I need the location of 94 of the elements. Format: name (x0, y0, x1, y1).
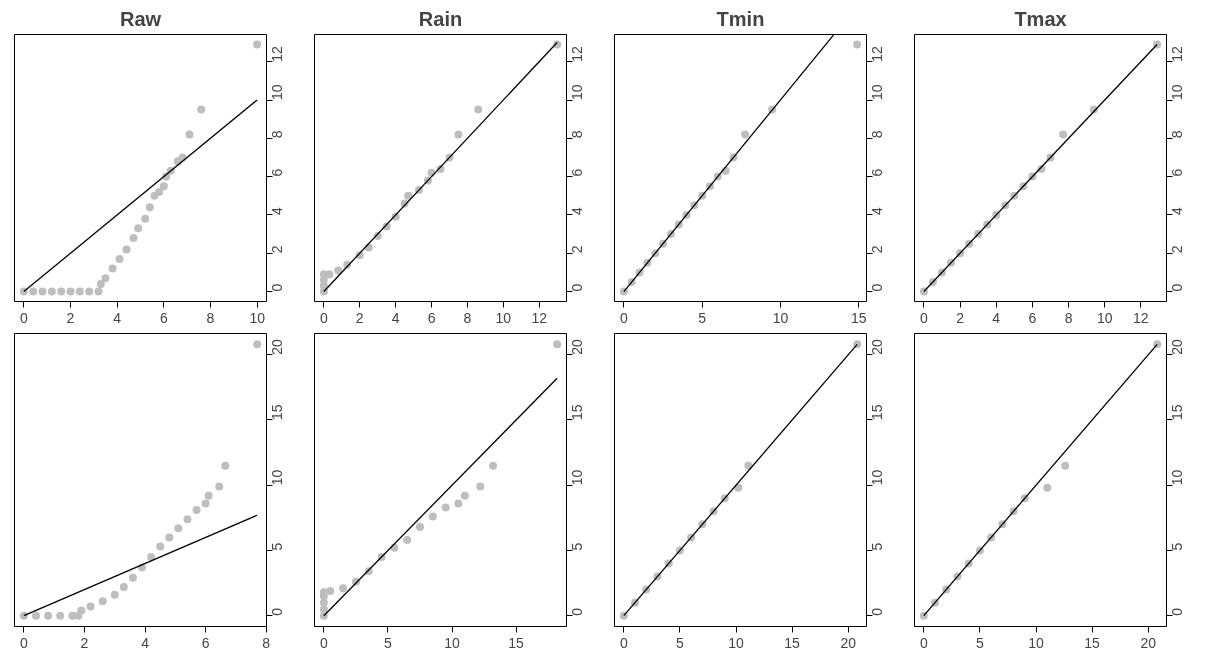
chart-title: Raw (119, 7, 162, 30)
x-tick-label: 0 (620, 309, 628, 326)
x-tick-label: 15 (784, 634, 801, 651)
y-tick-label: 10 (569, 84, 586, 101)
y-tick-label: 4 (869, 206, 886, 215)
chart-title: Tmax (1014, 7, 1067, 30)
y-tick-label: 8 (1169, 130, 1186, 139)
y-tick-label: 12 (1169, 45, 1186, 62)
x-tick-label: 4 (992, 309, 1001, 326)
y-tick-label: 20 (869, 338, 886, 355)
y-tick-label: 20 (569, 338, 586, 355)
x-tick-label: 20 (840, 634, 857, 651)
y-tick-label: 4 (269, 206, 286, 215)
y-tick-label: 10 (269, 469, 286, 486)
x-tick-label: 2 (66, 309, 75, 326)
x-tick-label: 12 (531, 309, 548, 326)
y-tick-label: 5 (269, 542, 286, 551)
y-tick-label: 15 (869, 404, 886, 420)
x-tick-label: 6 (427, 309, 436, 326)
y-tick-label: 12 (569, 45, 586, 62)
y-tick-label: 5 (569, 542, 586, 551)
y-tick-label: 10 (869, 84, 886, 101)
y-tick-label: 8 (269, 130, 286, 139)
y-tick-label: 20 (269, 338, 286, 355)
x-tick-label: 2 (355, 309, 364, 326)
y-tick-label: 10 (1169, 469, 1186, 486)
y-tick-label: 10 (1169, 84, 1186, 101)
x-tick-label: 0 (319, 634, 328, 651)
y-tick-label: 15 (1169, 404, 1186, 420)
y-tick-label: 8 (569, 130, 586, 139)
y-tick-label: 2 (569, 245, 586, 254)
x-tick-label: 2 (956, 309, 965, 326)
x-tick-label: 0 (919, 634, 928, 651)
y-tick-label: 12 (869, 45, 886, 62)
y-tick-label: 10 (569, 469, 586, 486)
x-tick-label: 20 (1140, 634, 1157, 651)
x-tick-label: 0 (19, 309, 28, 326)
x-tick-label: 15 (1084, 634, 1101, 651)
chart-title: Tmin (716, 7, 765, 30)
y-tick-label: 0 (569, 607, 586, 616)
y-tick-label: 6 (269, 168, 286, 177)
x-tick-label: 12 (1133, 309, 1149, 326)
x-tick-label: 6 (201, 634, 210, 651)
x-tick-label: 10 (495, 309, 512, 326)
y-tick-label: 0 (1169, 283, 1186, 292)
x-tick-label: 15 (850, 309, 867, 326)
y-tick-label: 4 (569, 206, 586, 215)
y-tick-label: 15 (269, 404, 286, 420)
x-tick-label: 6 (1028, 309, 1037, 326)
x-tick-label: 10 (249, 309, 266, 326)
x-tick-label: 5 (698, 309, 707, 326)
y-tick-label: 8 (869, 130, 886, 139)
x-tick-label: 0 (20, 634, 28, 651)
x-tick-label: 4 (113, 309, 122, 326)
x-tick-label: 0 (920, 309, 929, 326)
x-tick-label: 0 (619, 634, 628, 651)
y-tick-label: 2 (1169, 245, 1186, 254)
x-tick-label: 0 (319, 309, 328, 326)
x-tick-label: 5 (676, 634, 685, 651)
y-tick-label: 10 (269, 84, 286, 101)
y-tick-label: 2 (869, 245, 886, 254)
y-tick-label: 10 (869, 469, 886, 486)
y-tick-label: 0 (869, 607, 886, 616)
x-tick-label: 4 (391, 309, 400, 326)
y-tick-label: 6 (569, 168, 586, 177)
x-tick-label: 10 (772, 309, 789, 326)
y-tick-label: 0 (569, 283, 586, 292)
y-tick-label: 0 (869, 283, 886, 292)
x-tick-label: 10 (728, 634, 745, 651)
x-tick-label: 5 (976, 634, 985, 651)
y-tick-label: 12 (269, 45, 286, 62)
x-tick-label: 6 (159, 309, 168, 326)
y-tick-label: 6 (1169, 168, 1186, 177)
x-tick-label: 5 (384, 634, 393, 651)
y-tick-label: 0 (1169, 607, 1186, 616)
x-tick-label: 10 (444, 634, 461, 651)
y-tick-label: 0 (269, 607, 286, 616)
x-tick-label: 8 (206, 309, 215, 326)
y-tick-label: 5 (869, 542, 886, 551)
x-tick-label: 15 (508, 634, 525, 651)
x-tick-label: 8 (1064, 309, 1073, 326)
x-tick-label: 8 (463, 309, 472, 326)
y-tick-label: 2 (269, 245, 286, 254)
y-tick-label: 15 (569, 404, 586, 420)
y-tick-label: 20 (1169, 338, 1186, 355)
y-tick-label: 0 (269, 283, 286, 292)
y-tick-label: 6 (869, 168, 886, 177)
y-tick-label: 5 (1169, 542, 1186, 551)
x-tick-label: 4 (141, 634, 150, 651)
x-tick-label: 2 (80, 634, 89, 651)
chart-title: Rain (418, 7, 463, 30)
y-tick-label: 4 (1169, 206, 1186, 215)
x-tick-label: 10 (1096, 309, 1113, 326)
x-tick-label: 10 (1028, 634, 1045, 651)
